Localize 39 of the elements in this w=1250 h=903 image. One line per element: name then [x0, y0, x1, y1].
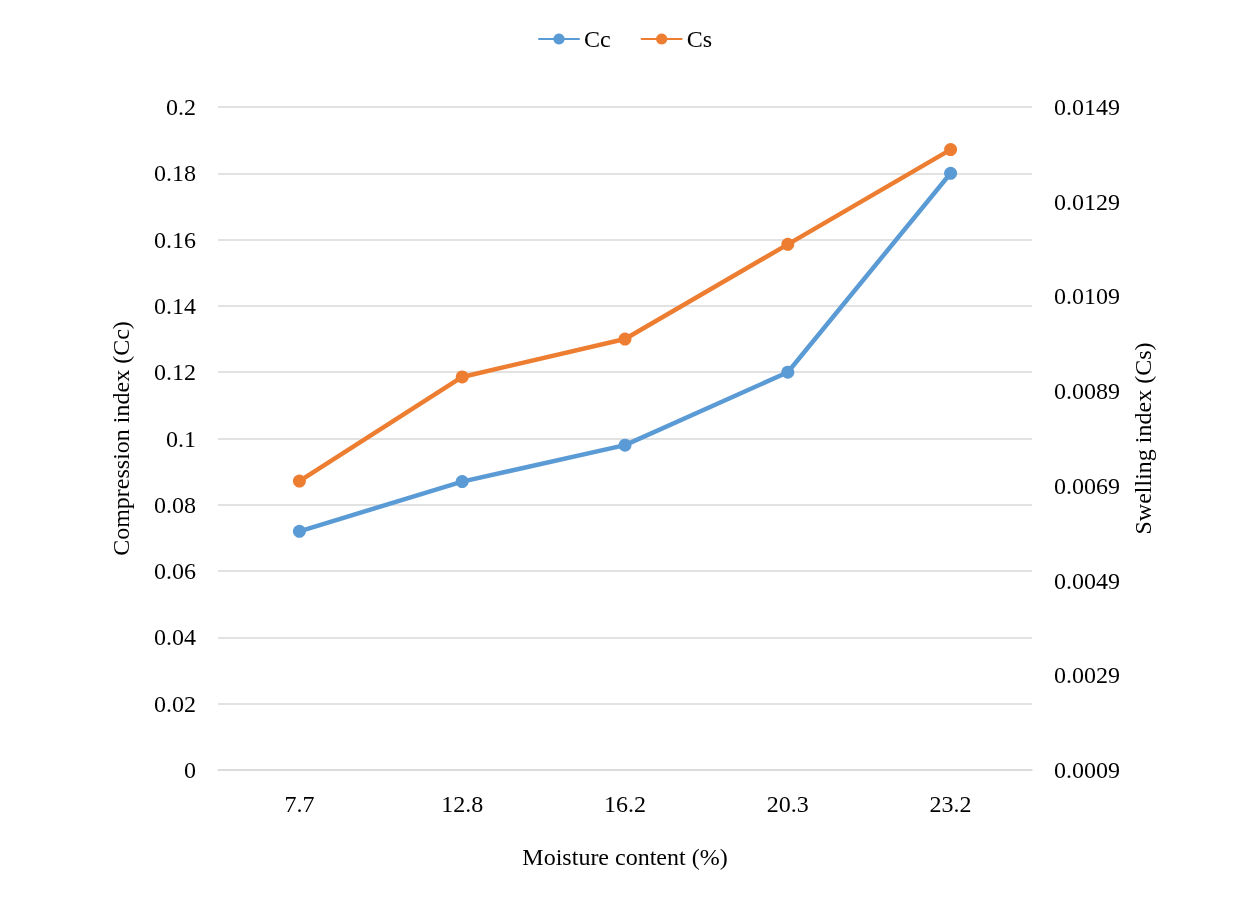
y2-tick-label: 0.0009 — [1054, 757, 1120, 783]
y2-tick-label: 0.0029 — [1054, 662, 1120, 689]
x-tick-label: 16.2 — [604, 791, 646, 817]
y-tick-label: 0.18 — [154, 160, 196, 187]
y-tick-label: 0.2 — [166, 94, 196, 120]
point — [944, 166, 958, 180]
point — [781, 237, 795, 251]
point — [292, 474, 306, 488]
y-tick-label: 0.1 — [166, 425, 196, 452]
x-tick-label: 23.2 — [929, 791, 972, 817]
point — [455, 475, 469, 489]
y-tick-label: 0.06 — [154, 558, 196, 585]
point — [944, 143, 958, 157]
y2-tick-label: 0.0069 — [1054, 472, 1120, 499]
y2-tick-label: 0.0149 — [1054, 94, 1120, 120]
y2-tick-label: 0.0109 — [1054, 283, 1120, 310]
x-tick-label: 20.3 — [766, 791, 809, 817]
point — [292, 524, 306, 538]
y-axis-title: Compression index (Cc) — [108, 321, 134, 556]
y-tick-label: 0.16 — [154, 226, 196, 253]
y-tick-label: 0.02 — [154, 690, 196, 717]
y-tick-label: 0.04 — [154, 624, 196, 651]
y2-axis-title: Swelling index (Cs) — [1129, 342, 1156, 535]
point — [618, 438, 632, 452]
y-tick-label: 0.14 — [154, 292, 196, 319]
x-tick-label: 12.8 — [441, 791, 484, 817]
point — [618, 332, 632, 346]
y-tick-label: 0 — [184, 757, 196, 783]
point — [455, 370, 469, 384]
y2-tick-label: 0.0129 — [1054, 188, 1120, 215]
x-tick-label: 7.7 — [284, 791, 315, 817]
legend-label: Cs — [686, 26, 713, 52]
legend-label: Cc — [584, 26, 611, 52]
y-tick-label: 0.12 — [154, 359, 196, 386]
y-tick-label: 0.08 — [154, 491, 196, 518]
y2-tick-label: 0.0049 — [1054, 567, 1120, 594]
x-axis-title: Moisture content (%) — [522, 844, 728, 870]
point — [781, 365, 795, 379]
y2-tick-label: 0.0089 — [1054, 378, 1120, 405]
